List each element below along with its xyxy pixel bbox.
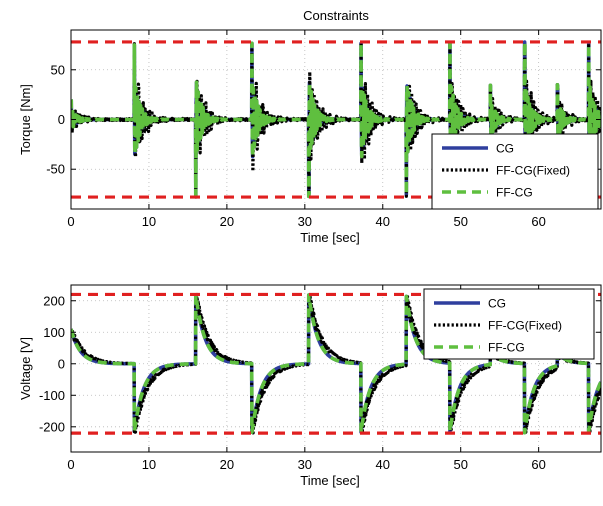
plot-area: [71, 40, 601, 199]
y-tick-label: 0: [58, 112, 65, 127]
x-tick-label: 20: [220, 214, 234, 229]
legend-label: CG: [496, 142, 514, 156]
legend: CG FF-CG(Fixed) FF-CG: [423, 288, 595, 360]
torque-panel: 0 10 20 30 40 50 60 -50 0 50 Time [sec] Torque [Nm]…: [18, 29, 602, 245]
x-tick-label: 60: [531, 457, 545, 472]
legend-label: FF-CG: [496, 186, 533, 200]
legend-label: FF-CG: [488, 341, 525, 355]
x-tick-label: 30: [298, 457, 312, 472]
y-tick-label: 0: [58, 356, 65, 371]
x-tick-label: 50: [453, 214, 467, 229]
legend-label: FF-CG(Fixed): [488, 319, 562, 333]
y-tick-label: 200: [43, 293, 65, 308]
x-tick-label: 60: [531, 214, 545, 229]
x-tick-label: 30: [298, 214, 312, 229]
y-axis-label: Voltage [V]: [18, 337, 33, 400]
x-tick-label: 10: [142, 457, 156, 472]
x-tick-label: 50: [453, 457, 467, 472]
x-tick-label: 0: [67, 457, 74, 472]
voltage-panel: 0 10 20 30 40 50 60 -200 -100 0 100 200 Time [sec] Vo…: [18, 284, 602, 488]
legend-label: FF-CG(Fixed): [496, 164, 570, 178]
axes-box: [70, 284, 602, 453]
x-axis-label: Time [sec]: [300, 230, 359, 245]
x-tick-label: 40: [376, 457, 390, 472]
series-line-ff-cg: [71, 293, 601, 435]
y-tick-label: 50: [51, 62, 65, 77]
series-line-ff-cg-fixed: [71, 40, 601, 199]
y-tick-label: -100: [39, 388, 65, 403]
x-tick-label: 20: [220, 457, 234, 472]
x-tick-label: 0: [67, 214, 74, 229]
series-line-ff-cg-fixed: [71, 292, 601, 435]
chart-title: Constraints: [303, 8, 369, 23]
plot-area: [71, 292, 601, 435]
x-tick-label: 10: [142, 214, 156, 229]
x-axis-label: Time [sec]: [300, 473, 359, 488]
legend: CG FF-CG(Fixed) FF-CG: [431, 133, 599, 210]
legend-label: CG: [488, 297, 506, 311]
y-tick-label: -50: [46, 162, 65, 177]
y-tick-label: -200: [39, 419, 65, 434]
y-axis-label: Torque [Nm]: [18, 84, 33, 155]
y-tick-label: 100: [43, 325, 65, 340]
x-tick-label: 40: [376, 214, 390, 229]
